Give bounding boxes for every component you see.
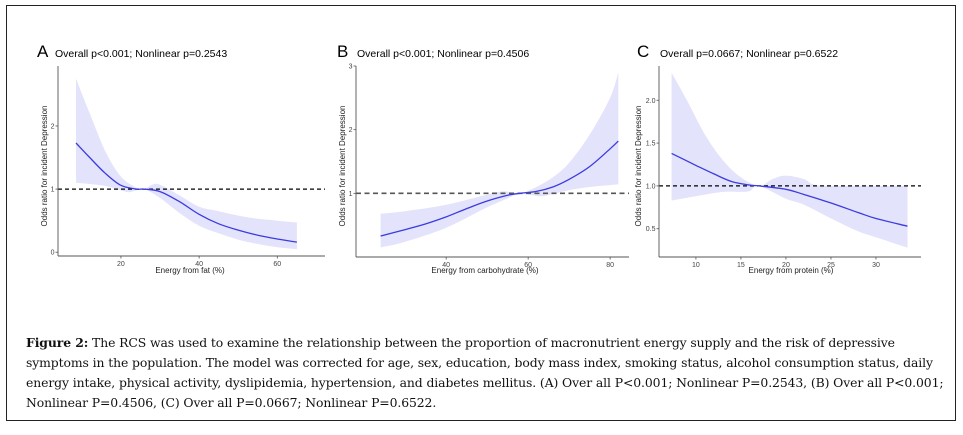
panel-a-title: Overall p<0.001; Nonlinear p=0.2543 [55,48,227,60]
panel-letter-b: B [337,42,348,61]
panel-a-x-tick-label: 20 [117,261,125,268]
panel-a: A Overall p<0.001; Nonlinear p=0.2543 20… [37,42,325,275]
panel-c: C Overall p=0.0667; Nonlinear p=0.6522 1… [634,42,921,275]
figure-caption: Figure 2: The RCS was used to examine th… [26,333,948,413]
panel-c-y-tick-label: 1.0 [646,183,656,190]
panel-b: B Overall p<0.001; Nonlinear p=0.4506 40… [337,42,629,275]
panel-c-x-tick-label: 30 [872,262,880,269]
panel-c-x-tick-label: 20 [782,262,790,269]
figure-label: Figure 2: [26,335,89,350]
panel-a-y-tick-label: 2 [51,123,55,130]
panel-b-x-tick-label: 60 [524,262,532,269]
panel-b-y-tick-label: 1 [349,191,353,198]
panel-c-x-axis-title: Energy from protein (%) [749,266,834,275]
figure-caption-text: The RCS was used to examine the relation… [26,335,944,410]
panel-a-x-axis-title: Energy from fat (%) [155,266,225,275]
panel-c-y-tick-label: 1.5 [646,141,656,148]
panel-c-y-tick-label: 2.0 [646,98,656,105]
panel-b-x-axis-title: Energy from carbohydrate (%) [431,266,538,275]
panel-a-confidence-band [76,78,297,250]
panel-b-or-curve [380,140,619,237]
panel-a-y-tick-label: 0 [51,250,55,257]
panel-b-x-tick-label: 80 [606,262,614,269]
panel-c-plot: 10 15 20 25 30 0.5 1.0 1.5 2.0 [646,66,921,269]
panel-letter-a: A [37,42,49,61]
panel-a-plot: 20 40 60 0 1 2 [51,66,325,268]
panel-c-x-tick-label: 25 [827,262,835,269]
panel-b-confidence-band [380,72,619,248]
panel-b-title: Overall p<0.001; Nonlinear p=0.4506 [357,48,529,60]
panel-c-or-curve [671,152,908,227]
panel-a-y-tick-label: 1 [51,187,55,194]
panel-a-y-axis-title: Odds ratio for incident Depression [40,106,49,227]
panel-b-y-axis-title: Odds ratio for incident Depression [338,106,347,227]
panel-c-y-axis-title: Odds ratio for incident Depression [634,106,643,227]
panel-c-x-tick-label: 10 [692,262,700,269]
panel-b-plot: 40 60 80 1 2 3 [349,64,629,269]
panel-b-y-tick-label: 2 [349,127,353,134]
panel-c-title: Overall p=0.0667; Nonlinear p=0.6522 [660,48,838,60]
panel-a-x-tick-label: 40 [195,261,203,268]
panel-c-confidence-band [671,72,908,248]
panel-a-x-tick-label: 60 [273,261,281,268]
panel-c-y-tick-label: 0.5 [646,226,656,233]
panel-a-or-curve [75,142,297,243]
panel-letter-c: C [637,42,649,61]
panel-c-x-tick-label: 15 [737,262,745,269]
panel-b-x-tick-label: 40 [442,262,450,269]
panel-b-y-tick-label: 3 [349,64,353,71]
figure-frame [6,5,956,421]
